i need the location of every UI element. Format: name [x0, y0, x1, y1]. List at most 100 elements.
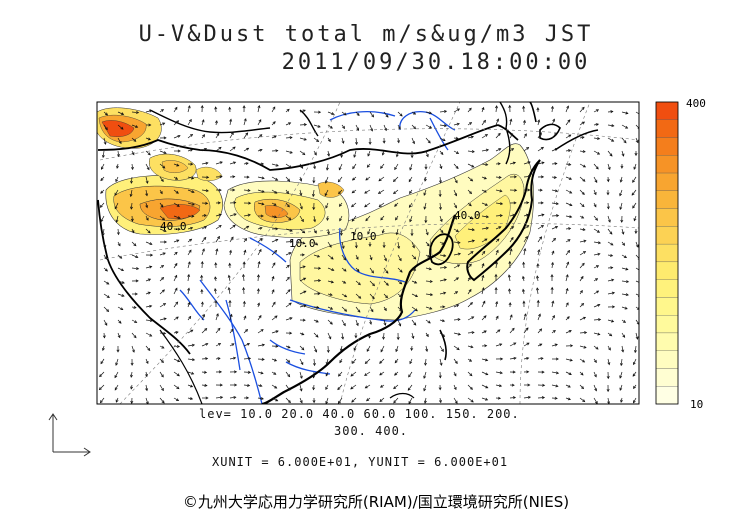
wind-arrowhead	[567, 119, 571, 123]
wind-arrow	[439, 215, 443, 222]
wind-arrow	[299, 202, 303, 210]
wind-arrowhead	[567, 397, 571, 401]
wind-arrow	[380, 215, 385, 221]
wind-arrowhead	[98, 387, 102, 391]
wind-arrowhead	[135, 279, 139, 283]
wind-arrowhead	[229, 249, 233, 253]
wind-arrow	[633, 163, 637, 170]
wind-arrow	[257, 134, 263, 139]
wind-arrowhead	[246, 175, 250, 179]
wind-arrow	[509, 397, 516, 399]
wind-arrow	[271, 239, 278, 243]
wind-arrow	[313, 332, 319, 338]
wind-arrow	[537, 162, 545, 165]
wind-arrowhead	[103, 141, 107, 145]
wind-arrow	[299, 384, 302, 391]
wind-arrowhead	[484, 134, 489, 137]
wind-arrowhead	[162, 122, 166, 126]
wind-arrow	[593, 163, 599, 170]
wind-arrowhead	[633, 400, 636, 404]
wind-arrowhead	[484, 238, 488, 242]
wind-arrowhead	[384, 295, 388, 299]
wind-arrow	[159, 371, 164, 378]
wind-arrowhead	[621, 231, 625, 235]
wind-arrowhead	[380, 384, 384, 388]
wind-arrow	[285, 122, 291, 126]
wind-arrowhead	[145, 373, 148, 378]
wind-arrow	[242, 274, 245, 282]
colorbar-segment	[655, 279, 679, 298]
wind-arrowhead	[275, 398, 279, 402]
wind-arrow	[537, 357, 544, 360]
wind-arrowhead	[595, 109, 600, 112]
wind-arrow	[607, 202, 609, 209]
wind-arrow	[243, 118, 247, 126]
wind-arrowhead	[511, 148, 515, 151]
wind-arrowhead	[160, 360, 164, 364]
wind-arrowhead	[218, 370, 223, 374]
wind-arrow	[299, 371, 303, 379]
wind-arrow	[243, 343, 250, 347]
wind-arrowhead	[443, 278, 447, 282]
wind-arrow	[355, 267, 360, 272]
wind-arrowhead	[246, 225, 250, 229]
wind-arrowhead	[526, 342, 530, 346]
wind-arrowhead	[366, 348, 370, 352]
wind-arrow	[425, 319, 431, 324]
wind-arrowhead	[163, 331, 167, 335]
wind-arrowhead	[117, 243, 121, 247]
wind-arrow	[159, 215, 165, 221]
wind-arrow	[453, 202, 457, 208]
wind-arrowhead	[187, 273, 191, 278]
wind-arrowhead	[526, 356, 530, 360]
wind-arrowhead	[511, 327, 515, 331]
wind-arrow	[257, 315, 262, 321]
wind-arrowhead	[621, 349, 625, 353]
wind-arrowhead	[191, 214, 195, 218]
wind-arrow	[509, 314, 513, 321]
wind-arrow	[621, 228, 624, 235]
wind-arrowhead	[495, 300, 499, 305]
wind-arrowhead	[242, 300, 246, 304]
wind-arrowhead	[457, 332, 462, 336]
reference-arrowhead-x	[83, 447, 91, 457]
wind-arrow	[341, 254, 346, 261]
wind-arrowhead	[187, 301, 191, 306]
wind-arrowhead	[482, 250, 486, 254]
wind-arrowhead	[176, 373, 180, 377]
copyright-credit: ©九州大学応用力学研究所(RIAM)/国立環境研究所(NIES)	[182, 493, 570, 511]
wind-arrowhead	[569, 190, 573, 194]
wind-arrowhead	[302, 152, 306, 156]
wind-arrowhead	[568, 372, 572, 375]
wind-arrow	[271, 135, 277, 139]
wind-arrow	[607, 319, 614, 322]
wind-arrow	[215, 225, 222, 230]
wind-arrow	[131, 241, 137, 246]
wind-arrow	[397, 111, 403, 117]
wind-arrowhead	[522, 261, 526, 265]
wind-arrow	[397, 280, 402, 285]
wind-arrowhead	[203, 370, 208, 374]
wind-arrow	[579, 332, 587, 334]
wind-arrowhead	[495, 261, 499, 265]
wind-arrowhead	[228, 106, 232, 110]
wind-arrowhead	[484, 203, 489, 206]
wind-arrow	[271, 262, 276, 269]
wind-arrow	[187, 302, 190, 308]
wind-arrowhead	[119, 255, 123, 259]
wind-arrow	[353, 345, 357, 351]
wind-arrowhead	[301, 347, 305, 351]
wind-arrow	[551, 226, 558, 230]
wind-arrowhead	[243, 118, 247, 122]
wind-arrowhead	[364, 373, 368, 376]
wind-arrowhead	[580, 372, 584, 376]
wind-arrow	[579, 358, 585, 363]
wind-arrow	[353, 228, 357, 236]
wind-arrowhead	[100, 190, 104, 194]
wind-arrow	[145, 228, 151, 234]
wind-arrowhead	[382, 245, 386, 249]
wind-arrow	[285, 241, 293, 243]
wind-arrow	[551, 202, 559, 205]
wind-arrowhead	[539, 132, 542, 136]
colorbar-segment	[655, 315, 679, 334]
